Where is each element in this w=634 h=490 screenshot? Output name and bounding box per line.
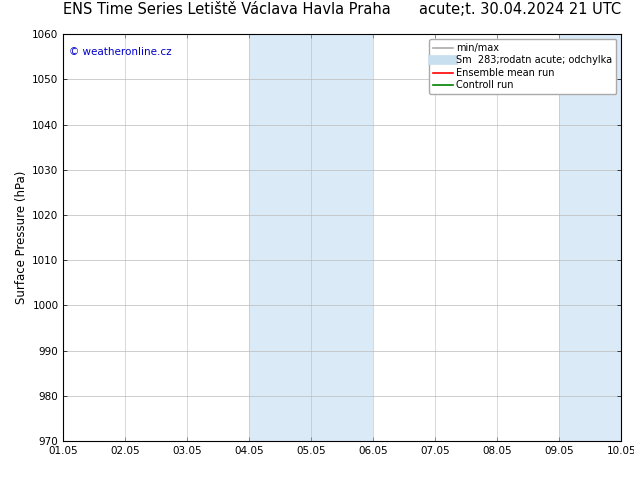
Legend: min/max, Sm  283;rodatn acute; odchylka, Ensemble mean run, Controll run: min/max, Sm 283;rodatn acute; odchylka, … (429, 39, 616, 94)
Text: acute;t. 30.04.2024 21 UTC: acute;t. 30.04.2024 21 UTC (419, 2, 621, 17)
Text: ENS Time Series Letiště Václava Havla Praha: ENS Time Series Letiště Václava Havla Pr… (63, 2, 391, 17)
Bar (559, 34, 634, 441)
Text: © weatheronline.cz: © weatheronline.cz (69, 47, 172, 56)
Y-axis label: Surface Pressure (hPa): Surface Pressure (hPa) (15, 171, 28, 304)
Bar (249, 34, 373, 441)
